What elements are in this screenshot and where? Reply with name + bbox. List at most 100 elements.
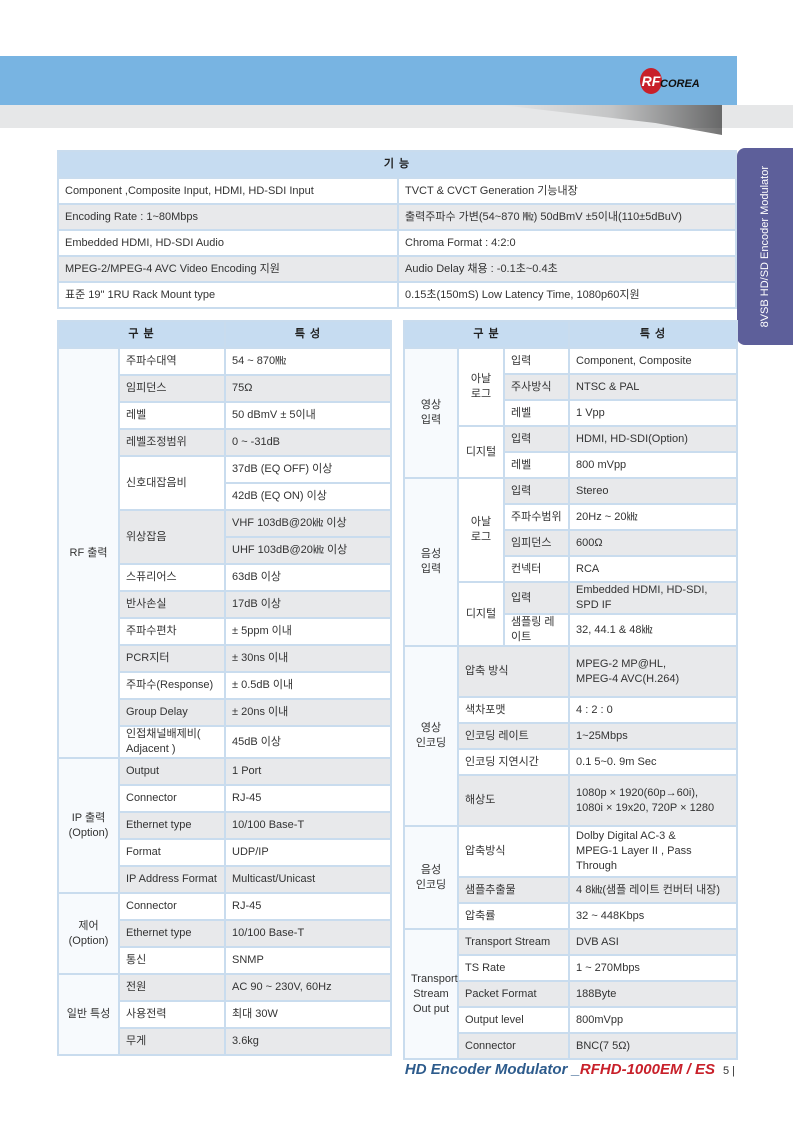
item-label: 레벨조정범위 [117, 428, 227, 457]
table-row: UHF 103dB@20㎑ 이상 [58, 536, 393, 565]
table-row: 레벨 1 Vpp [404, 399, 739, 427]
item-label: 인코딩 레이트 [456, 722, 571, 750]
table-row: 레벨 800 mVpp [404, 451, 739, 479]
item-value: 4 : 2 : 0 [568, 696, 739, 724]
item-label: 사용전력 [117, 1000, 227, 1029]
item-value: HDMI, HD-SDI(Option) [568, 425, 739, 453]
item-value: Embedded HDMI, HD-SDI, SPD IF [568, 581, 739, 615]
side-tab-label: 8VSB HD/SD Encoder Modulator [759, 165, 771, 328]
subgroup-label: 디지털 [457, 425, 505, 479]
item-value: Component, Composite [568, 347, 739, 375]
table-row: RF 출력 주파수대역 54 ~ 870㎒ [57, 347, 393, 759]
table-row: 샘플추출물 4 8㎑(샘플 레이트 컨버터 내장) [404, 876, 739, 904]
item-label: 인코딩 지연시간 [456, 748, 571, 776]
item-label: 입력 [502, 477, 571, 505]
table-row: 무게 3.6kg [58, 1027, 393, 1056]
item-value: ± 20ns 이내 [224, 698, 393, 727]
item-label: Connector [117, 892, 227, 921]
table-row: Transport Stream Out put Transport Stream… [403, 928, 739, 1060]
item-label: Output [117, 757, 227, 786]
item-value: Stereo [568, 477, 739, 505]
header-category: 구 분 [402, 320, 571, 349]
item-label: 압축 방식 [456, 645, 571, 698]
item-value: UDP/IP [224, 838, 393, 867]
item-label: PCR지터 [117, 644, 227, 673]
spec-table-left: 구 분 특 성 RF 출력 주파수대역 54 ~ 870㎒ 임피던스 75Ω 레벨 50 d… [56, 320, 393, 1056]
feature-cell: Component ,Composite Input, HDMI, HD-SDI… [57, 177, 399, 205]
item-label: Connector [456, 1032, 571, 1060]
item-value: 3.6kg [224, 1027, 393, 1056]
group-label: 영상 인코딩 [403, 645, 459, 827]
footer-title: HD Encoder Modulator _ [404, 1061, 580, 1078]
header-spec: 특 성 [224, 320, 393, 349]
item-value: MPEG-2 MP@HL, MPEG-4 AVC(H.264) [568, 645, 739, 698]
item-label: 레벨 [502, 399, 571, 427]
item-label: 색차포맷 [456, 696, 571, 724]
group-label: Transport Stream Out put [403, 928, 459, 1060]
item-label: Ethernet type [117, 811, 227, 840]
feature-row: Encoding Rate : 1~80Mbps 출력주파수 가변(54~870 … [57, 203, 738, 231]
header-band [0, 56, 737, 105]
feature-cell: Audio Delay 채용 : -0.1초~0.4초 [396, 255, 738, 283]
section-side-tab: 8VSB HD/SD Encoder Modulator [737, 148, 793, 345]
item-value: 10/100 Base-T [224, 811, 393, 840]
item-label: 스퓨리어스 [117, 563, 227, 592]
item-label: 입력 [502, 347, 571, 375]
table-row: Ethernet type 10/100 Base-T [58, 919, 393, 948]
item-label: Format [117, 838, 227, 867]
item-label: 컨넥터 [502, 555, 571, 583]
table-row: PCR지터 ± 30ns 이내 [58, 644, 393, 673]
item-label: 임피던스 [117, 374, 227, 403]
item-label: 입력 [502, 581, 571, 615]
item-label: Packet Format [456, 980, 571, 1008]
logo-mark: RF [640, 68, 662, 94]
table-row: 영상 입력 아날 로그 입력 Component, Composite [403, 347, 739, 479]
item-value: 45dB 이상 [224, 725, 393, 759]
item-value: 1 Port [224, 757, 393, 786]
item-label: 인접채널배제비( Adjacent ) [117, 725, 227, 759]
table-row: 주파수편차 ± 5ppm 이내 [58, 617, 393, 646]
item-label: 임피던스 [502, 529, 571, 557]
rf-corea-logo: RF COREA [640, 68, 700, 94]
item-value: 37dB (EQ OFF) 이상 [224, 455, 393, 484]
group-label: 일반 특성 [57, 973, 120, 1056]
item-label: 주파수(Response) [117, 671, 227, 700]
footer-model: RFHD-1000EM / ES [579, 1061, 715, 1078]
feature-row: MPEG-2/MPEG-4 AVC Video Encoding 지원 Audio… [57, 255, 738, 283]
item-label: 압축방식 [456, 825, 571, 878]
item-label: 반사손실 [117, 590, 227, 619]
table-row: Format UDP/IP [58, 838, 393, 867]
item-value: ± 0.5dB 이내 [224, 671, 393, 700]
table-row: 반사손실 17dB 이상 [58, 590, 393, 619]
item-label: Output level [456, 1006, 571, 1034]
item-label: IP Address Format [117, 865, 227, 894]
item-value: ± 5ppm 이내 [224, 617, 393, 646]
table-row: 색차포맷 4 : 2 : 0 [404, 696, 739, 724]
table-row: 레벨조정범위 0 ~ -31dB [58, 428, 393, 457]
table-row: 임피던스 75Ω [58, 374, 393, 403]
item-label: 무게 [117, 1027, 227, 1056]
feature-cell: Encoding Rate : 1~80Mbps [57, 203, 399, 231]
item-value: DVB ASI [568, 928, 739, 956]
table-row: 인코딩 레이트 1~25Mbps [404, 722, 739, 750]
item-value: 63dB 이상 [224, 563, 393, 592]
table-row: IP Address Format Multicast/Unicast [58, 865, 393, 894]
item-label: TS Rate [456, 954, 571, 982]
feature-cell: TVCT & CVCT Generation 기능내장 [396, 177, 738, 205]
item-label: 압축률 [456, 902, 571, 930]
table-row: 인코딩 지연시간 0.1 5~0. 9m Sec [404, 748, 739, 776]
table-row: 인접채널배제비( Adjacent ) 45dB 이상 [58, 725, 393, 759]
table-row: Connector RJ-45 [58, 784, 393, 813]
table-row: Output level 800mVpp [404, 1006, 739, 1034]
table-row: 샘플링 레이트 32, 44.1 & 48㎑ [404, 613, 739, 647]
item-value: 800mVpp [568, 1006, 739, 1034]
feature-cell: Embedded HDMI, HD-SDI Audio [57, 229, 399, 257]
item-label: Transport Stream [456, 928, 571, 956]
group-label: 영상 입력 [403, 347, 459, 479]
feature-cell: MPEG-2/MPEG-4 AVC Video Encoding 지원 [57, 255, 399, 283]
item-label: 전원 [117, 973, 227, 1002]
header-spec: 특 성 [568, 320, 739, 349]
table-row: Ethernet type 10/100 Base-T [58, 811, 393, 840]
table-row: 주파수범위 20Hz ~ 20㎑ [404, 503, 739, 531]
item-value: 17dB 이상 [224, 590, 393, 619]
